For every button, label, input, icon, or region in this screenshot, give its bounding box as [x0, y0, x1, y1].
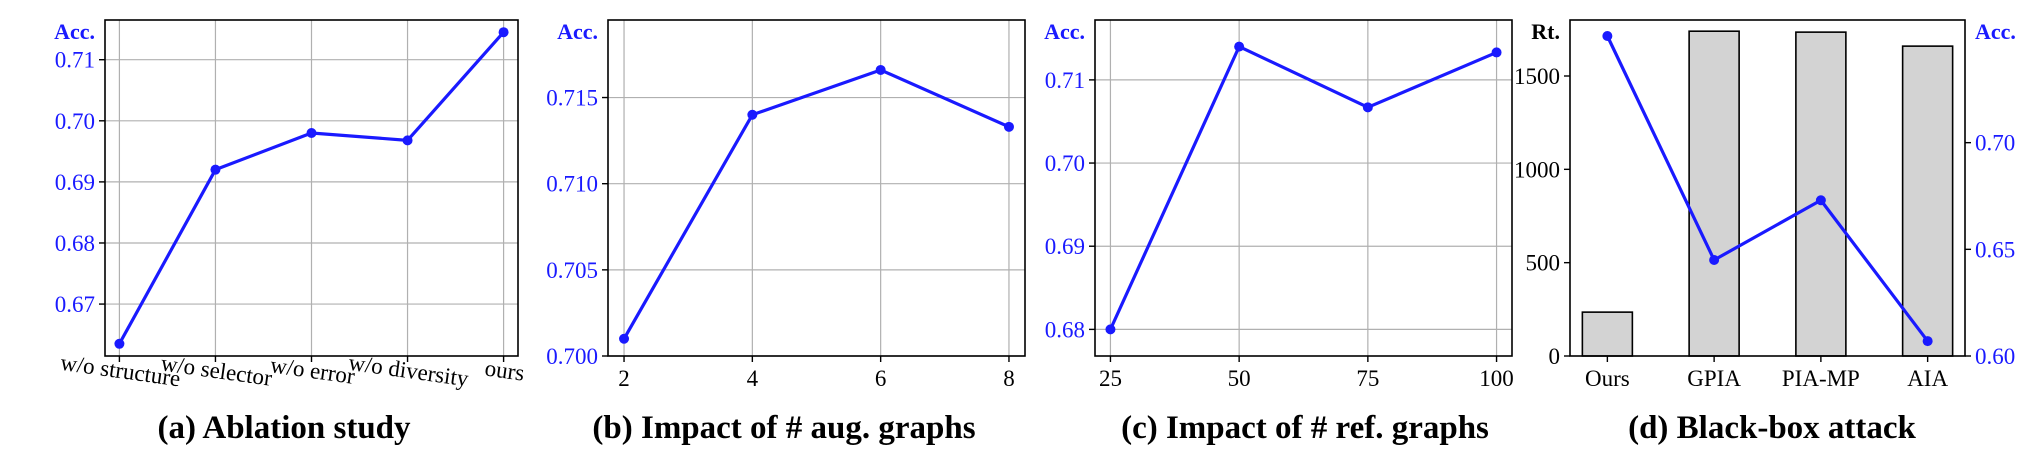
y-tick-label: 0.70 [55, 109, 95, 134]
bar [1688, 30, 1740, 357]
x-tick-label: 100 [1479, 366, 1514, 391]
y2-axis-label: Acc. [1975, 19, 2016, 44]
y-tick-label: 0.705 [546, 258, 598, 283]
data-point [1105, 324, 1116, 335]
x-tick-label: 8 [1003, 366, 1015, 391]
y-axis-label: Acc. [557, 19, 598, 44]
data-point [114, 338, 125, 349]
x-tick-label: 50 [1228, 366, 1251, 391]
x-tick-label: PIA-MP [1782, 366, 1860, 391]
y-axis-label: Acc. [1044, 19, 1085, 44]
y-tick-label: 0.71 [55, 48, 95, 73]
y2-tick-label: 0.65 [1975, 237, 2015, 262]
series-line [622, 68, 1010, 340]
y-tick-label: 0.67 [55, 292, 95, 317]
x-tick-label: 6 [875, 366, 887, 391]
data-point [498, 27, 509, 38]
y-tick-label: 0.69 [55, 170, 95, 195]
data-point [1003, 121, 1014, 132]
data-point [1491, 47, 1502, 58]
y-tick-label: 0.68 [55, 231, 95, 256]
axes-frame [1569, 19, 1966, 357]
y-tick-label: 0.70 [1045, 151, 1085, 176]
y-tick-label: 1000 [1514, 157, 1560, 182]
x-tick-label: ours [483, 355, 526, 385]
data-point [1234, 41, 1245, 52]
x-tick-label: w/o error [269, 352, 357, 389]
chart-title: (a) Ablation study [157, 410, 411, 446]
axes-frame [1094, 19, 1513, 357]
y-tick-label: 0 [1549, 344, 1561, 369]
bar [1795, 31, 1847, 357]
y-tick-label: 0.71 [1045, 68, 1085, 93]
y-tick-label: 0.69 [1045, 234, 1085, 259]
data-point [747, 109, 758, 120]
data-point [210, 164, 221, 175]
x-tick-label: AIA [1907, 366, 1948, 391]
chart-title: (b) Impact of # aug. graphs [592, 410, 975, 446]
x-tick-label: GPIA [1687, 366, 1741, 391]
series-line [1605, 35, 1929, 343]
y-axis-label: Acc. [54, 19, 95, 44]
data-point [1602, 31, 1613, 41]
y-tick-label: 0.715 [546, 86, 598, 111]
bar [1901, 45, 1954, 357]
chart-title: (c) Impact of # ref. graphs [1121, 410, 1489, 446]
x-tick-label: Ours [1585, 366, 1630, 391]
data-point [875, 64, 886, 75]
y-tick-label: 1500 [1514, 64, 1560, 89]
data-point [1362, 102, 1373, 113]
panel-ref-graphs: 0.68 0.69 0.70 0.71 Acc. 25 50 75 100 (c) Impact … [1044, 19, 1514, 446]
data-point [1922, 336, 1933, 347]
bar [1581, 311, 1634, 357]
data-point [1815, 195, 1826, 206]
panel-black-box-attack: 0 500 1000 1500 Rt. 0.60 0.65 0.70 Acc. Ours GPIA P… [1514, 19, 2016, 446]
y-tick-label: 0.700 [546, 344, 598, 369]
data-point [306, 128, 317, 139]
axes-frame [607, 19, 1026, 357]
x-tick-label: 4 [747, 366, 759, 391]
chart-title: (d) Black-box attack [1628, 410, 1916, 446]
y-tick-label: 0.68 [1045, 317, 1085, 342]
panel-aug-graphs: 0.700 0.705 0.710 0.715 Acc. 2 4 6 8 (b) Impact o… [546, 19, 1026, 446]
data-point [619, 333, 630, 344]
y-tick-label: 500 [1526, 251, 1561, 276]
y2-tick-label: 0.60 [1975, 344, 2015, 369]
y-tick-label: 0.710 [546, 172, 598, 197]
data-point [1709, 255, 1720, 265]
y-axis-label: Rt. [1531, 19, 1560, 44]
y2-tick-label: 0.70 [1975, 131, 2015, 156]
data-point [402, 135, 413, 146]
x-tick-label: 25 [1099, 366, 1122, 391]
x-tick-label: 2 [618, 366, 630, 391]
x-tick-label: 75 [1356, 366, 1379, 391]
series-line [1108, 45, 1498, 331]
